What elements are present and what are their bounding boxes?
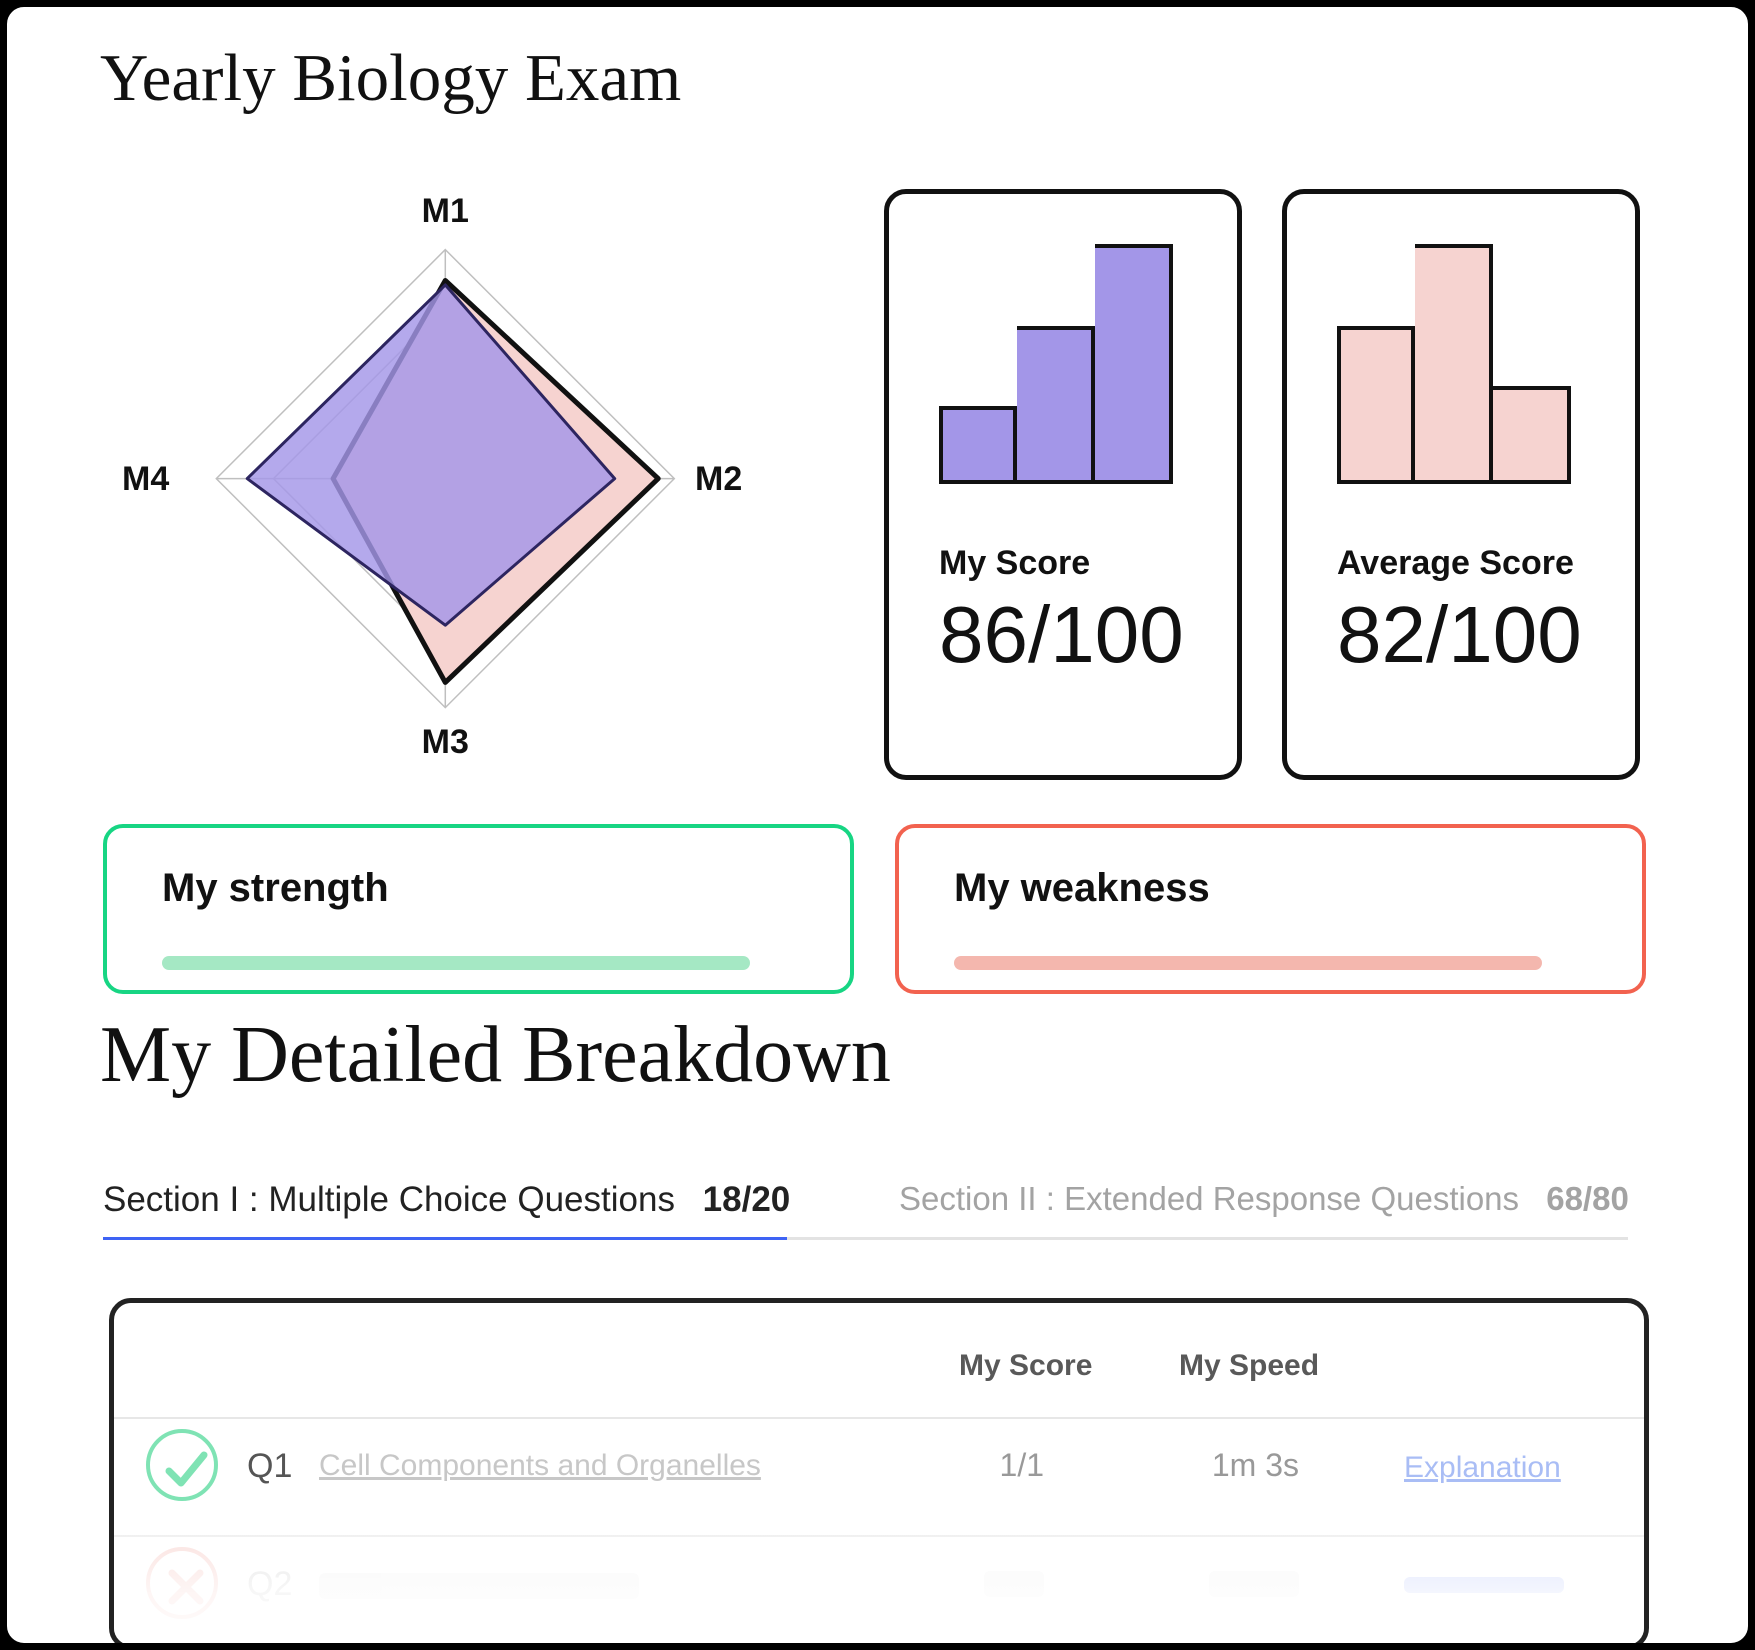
- svg-text:M2: M2: [695, 460, 742, 498]
- svg-text:M1: M1: [422, 192, 469, 230]
- svg-text:M3: M3: [422, 723, 469, 761]
- svg-text:M4: M4: [122, 460, 169, 498]
